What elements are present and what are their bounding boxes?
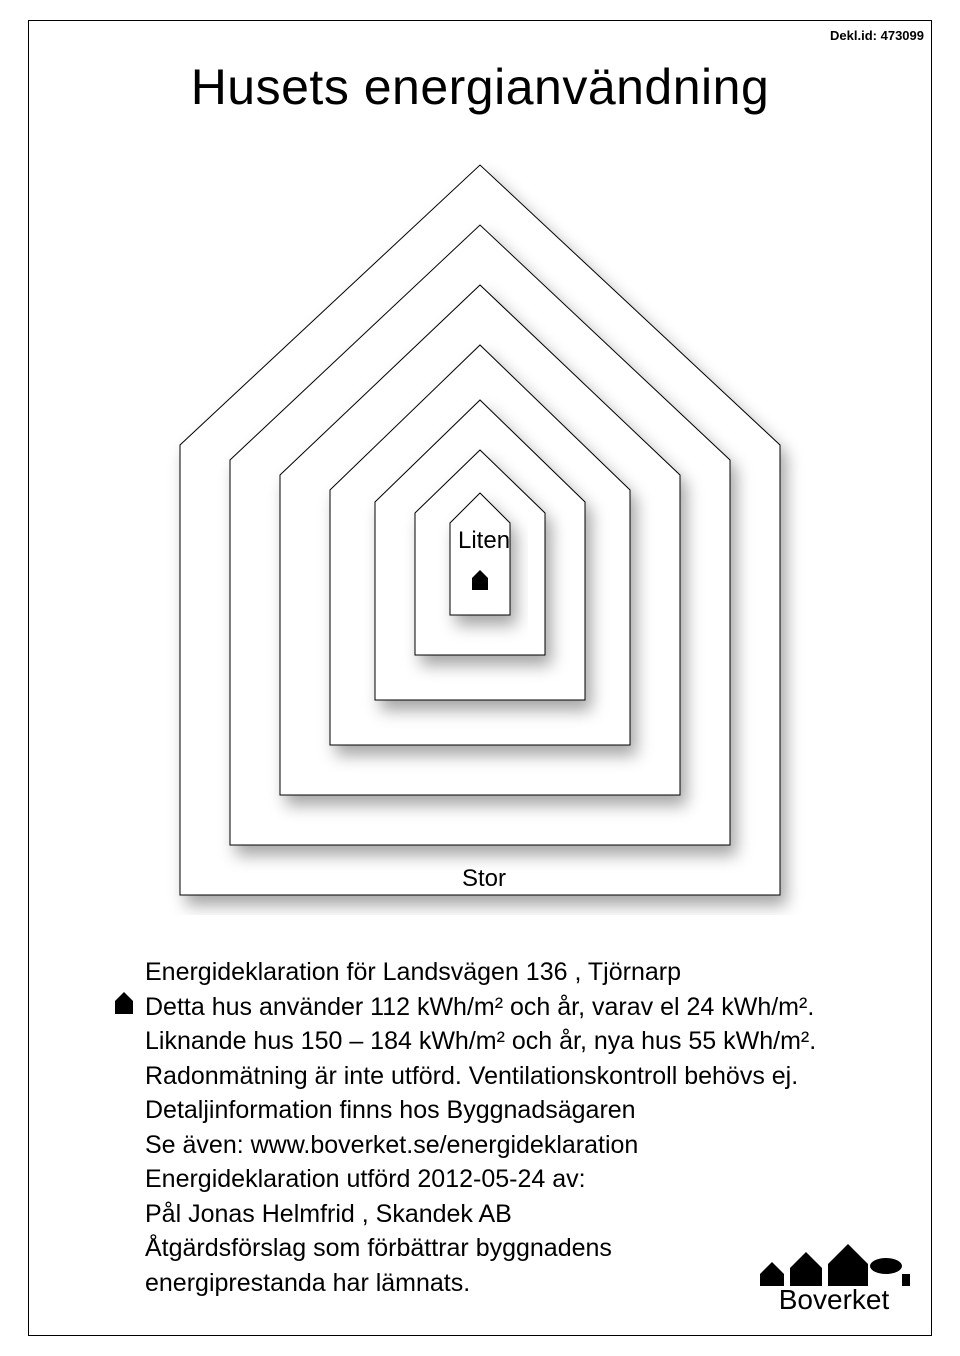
- house-bullet-icon: [114, 992, 134, 1014]
- diagram-label-liten: Liten: [458, 527, 510, 555]
- boverket-logo: Boverket: [754, 1244, 914, 1316]
- declaration-body: Energideklaration för Landsvägen 136 , T…: [145, 955, 845, 1300]
- declaration-id: Dekl.id: 473099: [830, 28, 924, 43]
- page-title: Husets energianvändning: [0, 58, 960, 116]
- boverket-logo-text: Boverket: [754, 1284, 914, 1316]
- house-marker-icon: [471, 570, 489, 590]
- body-line-4: Radonmätning är inte utförd. Ventilation…: [145, 1059, 845, 1094]
- body-line-3: Liknande hus 150 – 184 kWh/m² och år, ny…: [145, 1024, 845, 1059]
- energy-house-diagram: Liten Stor: [140, 145, 820, 915]
- body-line-6: Se även: www.boverket.se/energideklarati…: [145, 1128, 845, 1163]
- body-line-8: Pål Jonas Helmfrid , Skandek AB: [145, 1197, 845, 1232]
- body-line-5: Detaljinformation finns hos Byggnadsägar…: [145, 1093, 845, 1128]
- body-line-10: energiprestanda har lämnats.: [145, 1266, 845, 1301]
- body-line-7: Energideklaration utförd 2012-05-24 av:: [145, 1162, 845, 1197]
- diagram-label-stor: Stor: [462, 865, 506, 893]
- body-line-2: Detta hus använder 112 kWh/m² och år, va…: [145, 990, 845, 1025]
- body-line-9: Åtgärdsförslag som förbättrar byggnadens: [145, 1231, 845, 1266]
- body-line-1: Energideklaration för Landsvägen 136 , T…: [145, 955, 845, 990]
